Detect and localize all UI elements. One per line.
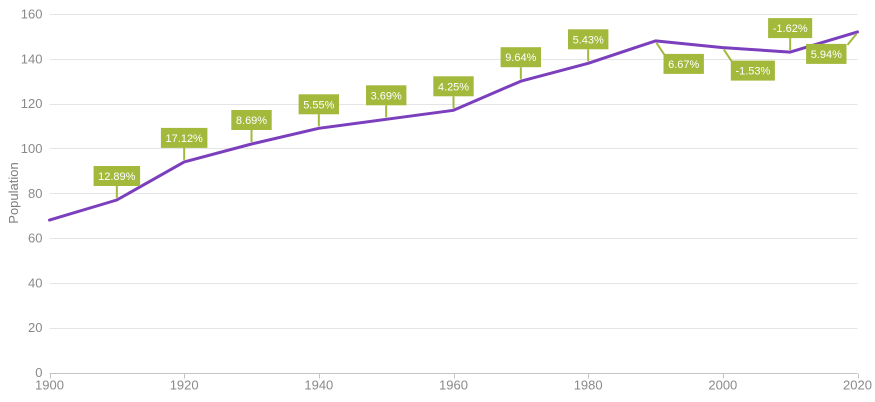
- data-label-box-1930: [231, 110, 272, 130]
- data-label-box-1910: [93, 166, 141, 186]
- y-tick-label-80: 80: [28, 186, 42, 201]
- data-label-group-1920: 17.12%: [160, 127, 208, 160]
- x-tick-label-1960: 1960: [439, 378, 468, 393]
- data-label-group-1970: 9.64%: [500, 47, 541, 80]
- data-label-group-1980: 5.43%: [568, 29, 609, 62]
- data-label-box-1960: [433, 76, 474, 97]
- data-label-connector-2000: [723, 49, 733, 63]
- data-label-connector-1990: [655, 42, 666, 56]
- data-label-group-1950: 3.69%: [366, 85, 407, 118]
- x-tick-label-1940: 1940: [304, 378, 333, 393]
- series-layer: [48, 30, 859, 222]
- data-label-text-1950: 3.69%: [371, 90, 402, 102]
- y-tick-label-120: 120: [21, 96, 43, 111]
- y-tick-label-140: 140: [21, 51, 43, 66]
- y-tick-label-100: 100: [21, 141, 43, 156]
- data-label-group-1940: 5.55%: [298, 94, 339, 127]
- data-labels-layer: 12.89% 17.12% 8.69% 5.55% 3.69% 4.25% 9.64% 5.4…: [93, 18, 858, 198]
- x-tick-label-1900: 1900: [35, 378, 64, 393]
- x-tick-label-1920: 1920: [170, 378, 199, 393]
- data-label-text-1920: 17.12%: [166, 133, 204, 145]
- data-label-group-2010: -1.62%: [768, 18, 813, 51]
- data-label-box-2000: [730, 60, 775, 81]
- data-label-group-1930: 8.69%: [231, 110, 272, 142]
- x-tick-label-2020: 2020: [843, 378, 872, 393]
- data-label-text-2020: 5.94%: [811, 49, 842, 61]
- data-label-box-1920: [160, 127, 208, 148]
- y-tick-label-20: 20: [28, 320, 42, 335]
- data-label-text-2010: -1.62%: [773, 23, 808, 35]
- data-label-box-2010: [768, 18, 813, 39]
- y-tick-label-160: 160: [21, 7, 43, 22]
- data-label-text-1960: 4.25%: [438, 81, 469, 93]
- data-label-text-1940: 5.55%: [303, 99, 334, 111]
- data-label-group-1910: 12.89%: [93, 166, 141, 198]
- x-tick-label-1980: 1980: [574, 378, 603, 393]
- x-tick-label-2000: 2000: [708, 378, 737, 393]
- data-label-box-1980: [568, 29, 609, 50]
- y-tick-label-60: 60: [28, 231, 42, 246]
- data-label-text-1970: 9.64%: [505, 52, 536, 64]
- y-tick-label-40: 40: [28, 275, 42, 290]
- data-label-text-2000: -1.53%: [735, 66, 770, 78]
- y-axis-title: Population: [6, 162, 21, 223]
- data-label-box-1950: [366, 85, 407, 106]
- data-label-text-1990: 6.67%: [668, 59, 699, 71]
- data-label-box-1940: [298, 94, 339, 115]
- data-label-box-1990: [663, 53, 704, 74]
- data-label-connector-2020: [846, 33, 858, 46]
- data-label-text-1910: 12.89%: [98, 171, 136, 183]
- data-label-group-2020: 5.94%: [806, 33, 858, 64]
- data-label-text-1930: 8.69%: [236, 115, 267, 127]
- axes-layer: 0 20 40 60 80 100 120 140 160 1900 1920 1940 1960 198…: [21, 7, 872, 393]
- data-label-box-1970: [500, 47, 541, 68]
- data-label-group-1960: 4.25%: [433, 76, 474, 109]
- data-label-box-2020: [806, 43, 847, 64]
- data-label-group-2000: -1.53%: [723, 49, 775, 81]
- data-label-group-1990: 6.67%: [655, 42, 704, 74]
- data-label-text-1980: 5.43%: [573, 34, 604, 46]
- population-series-line: [48, 30, 859, 222]
- y-tick-label-0: 0: [35, 365, 42, 380]
